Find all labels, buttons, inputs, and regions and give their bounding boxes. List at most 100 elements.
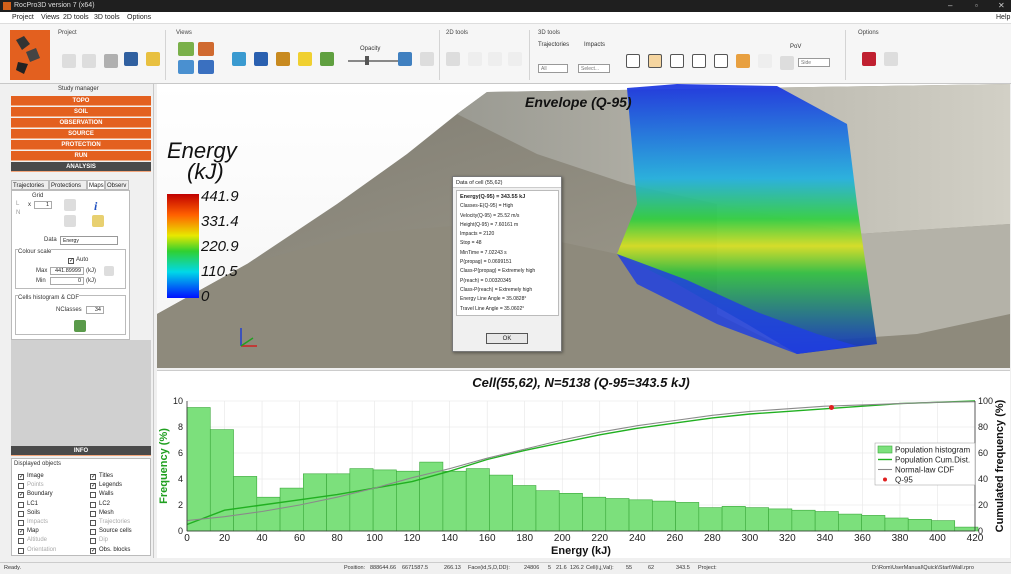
min-input[interactable]: 0 [50, 277, 84, 285]
open-folder-icon[interactable] [146, 52, 160, 66]
terrain-render [157, 84, 1010, 368]
auto-checkbox[interactable]: ✓ [68, 258, 75, 264]
options-settings-icon[interactable] [884, 52, 898, 66]
opacity-slider[interactable] [348, 60, 398, 62]
tab-observ[interactable]: Observ [105, 180, 129, 190]
object-checkbox[interactable] [18, 520, 24, 526]
object-checkbox[interactable] [18, 538, 24, 545]
view-profile-icon[interactable] [178, 60, 194, 74]
view-perspective-icon[interactable] [198, 42, 214, 56]
dialog-ok-button[interactable]: OK [486, 333, 528, 344]
impacts-select[interactable]: Select... [578, 64, 610, 73]
save-as-icon[interactable] [104, 54, 118, 68]
section-info[interactable]: INFO [11, 446, 151, 456]
data-select[interactable]: Energy [60, 236, 118, 245]
save-icon[interactable] [124, 52, 138, 66]
tab-protections[interactable]: Protections [49, 180, 87, 190]
axes-icon[interactable] [758, 54, 772, 68]
cube-left-icon[interactable] [692, 54, 706, 68]
scale-settings-icon[interactable] [104, 266, 114, 276]
tools2d-group: 2D tools [442, 30, 530, 80]
print-icon[interactable] [398, 52, 412, 66]
section-run[interactable]: RUN [11, 151, 151, 161]
radio-n[interactable]: N [16, 210, 21, 216]
object-checkbox[interactable] [18, 483, 24, 490]
line-icon[interactable] [508, 52, 522, 66]
y-tick-label: 0 [178, 526, 183, 536]
cube-3d-icon[interactable] [736, 54, 750, 68]
grid-settings-icon[interactable] [64, 215, 76, 227]
object-checkbox[interactable] [18, 501, 24, 508]
settings-sliders-icon[interactable] [420, 52, 434, 66]
add-point-icon[interactable] [468, 52, 482, 66]
y-tick-label: 4 [178, 474, 183, 484]
cube-front-icon[interactable] [626, 54, 640, 68]
object-checkbox[interactable] [90, 492, 96, 499]
cube-back-icon[interactable] [670, 54, 684, 68]
auto-label: Auto [76, 257, 89, 263]
analysis-tabs: Trajectories Protections Maps Observ [11, 180, 151, 190]
view-3d[interactable]: Envelope (Q-95) Energy (kJ) 441.9 331.4 … [157, 84, 1010, 368]
new-project-icon[interactable] [62, 54, 76, 68]
x-tick-label: 20 [219, 533, 231, 544]
object-checkbox[interactable]: ✓ [18, 529, 25, 536]
view-terrain-icon[interactable] [198, 60, 214, 74]
profile-2d-icon[interactable] [446, 52, 460, 66]
export-icon[interactable] [92, 215, 104, 227]
object-checkbox[interactable]: ✓ [90, 547, 97, 554]
pointer-icon[interactable] [254, 52, 268, 66]
cube-side-icon[interactable] [648, 54, 662, 68]
grid-size-input[interactable]: 1 [34, 201, 52, 209]
light-icon[interactable] [298, 52, 312, 66]
histogram-icon[interactable] [74, 320, 86, 332]
study-manager-panel: Study manager TOPO SOIL OBSERVATION SOUR… [8, 84, 154, 558]
object-checkbox[interactable] [18, 547, 24, 554]
menu-3d-tools[interactable]: 3D tools [94, 14, 120, 21]
close-button[interactable]: ✕ [998, 1, 1005, 10]
menu-options[interactable]: Options [127, 14, 152, 21]
pov-select[interactable]: Side [798, 58, 830, 67]
object-checkbox[interactable]: ✓ [90, 483, 97, 490]
object-checkbox[interactable]: ✓ [18, 492, 25, 499]
object-checkbox[interactable] [90, 520, 96, 526]
arrow-icon[interactable] [488, 52, 502, 66]
lock-icon[interactable] [276, 52, 290, 66]
nclasses-input[interactable]: 34 [86, 306, 104, 314]
section-observation[interactable]: OBSERVATION [11, 118, 151, 128]
trajectories-select[interactable]: All [538, 64, 568, 73]
info-icon[interactable]: i [94, 199, 98, 213]
menu-project[interactable]: Project [12, 14, 34, 21]
object-checkbox[interactable] [90, 510, 96, 517]
section-topo[interactable]: TOPO [11, 96, 151, 106]
language-flag-icon[interactable] [862, 52, 876, 66]
cube-right-icon[interactable] [714, 54, 728, 68]
object-label: Obs. blocks [99, 546, 131, 553]
tab-maps[interactable]: Maps [87, 180, 105, 190]
open-project-icon[interactable] [82, 54, 96, 68]
object-checkbox[interactable] [90, 529, 96, 536]
max-input[interactable]: 441.89999 [50, 267, 84, 275]
section-soil[interactable]: SOIL [11, 107, 151, 117]
maximize-button[interactable]: ▫ [975, 1, 978, 10]
opacity-slider-thumb[interactable] [365, 56, 369, 65]
radio-l[interactable]: L [16, 201, 20, 207]
x-tick-label: 120 [404, 533, 421, 544]
section-analysis[interactable]: ANALYSIS [11, 162, 151, 172]
object-checkbox[interactable] [90, 501, 96, 508]
object-checkbox[interactable] [90, 538, 96, 545]
object-checkbox[interactable]: ✓ [90, 474, 97, 480]
section-source[interactable]: SOURCE [11, 129, 151, 139]
grid-table-icon[interactable] [64, 199, 76, 211]
menu-views[interactable]: Views [41, 14, 60, 21]
pov-settings-icon[interactable] [780, 56, 794, 70]
tab-trajectories[interactable]: Trajectories [11, 180, 49, 190]
layers-icon[interactable] [320, 52, 334, 66]
object-checkbox[interactable] [18, 510, 24, 517]
menu-help[interactable]: Help [996, 14, 1011, 21]
section-protection[interactable]: PROTECTION [11, 140, 151, 150]
menu-2d-tools[interactable]: 2D tools [63, 14, 89, 21]
object-checkbox[interactable]: ✓ [18, 474, 25, 480]
view-top-icon[interactable] [178, 42, 194, 56]
minimize-button[interactable]: – [948, 1, 953, 10]
refresh-icon[interactable] [232, 52, 246, 66]
